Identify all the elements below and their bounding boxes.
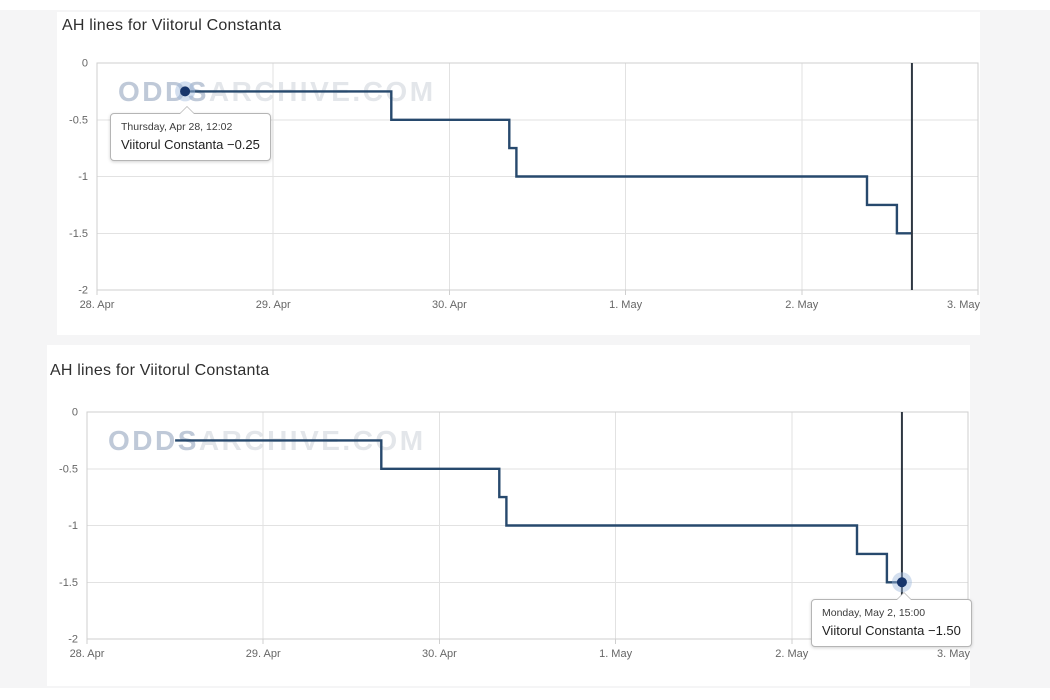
plot-area[interactable] [86, 411, 969, 640]
x-axis-label: 30. Apr [422, 648, 457, 660]
x-axis-label: 30. Apr [432, 299, 467, 311]
data-point-marker[interactable] [180, 86, 191, 97]
y-axis-label: -1.5 [59, 577, 78, 589]
y-axis-label: -0.5 [69, 114, 88, 126]
y-axis-label: 0 [72, 407, 78, 419]
chart-card-bottom: AH lines for Viitorul Constanta ODDSARCH… [47, 345, 972, 686]
x-axis-label: 2. May [785, 299, 819, 311]
tooltip-timestamp: Monday, May 2, 15:00 [822, 607, 926, 619]
ah-line-chart: 28. Apr 29. Apr 30. Apr 1. May 2. May 3. May 0… [69, 58, 980, 312]
x-axis-label: 3. May [937, 648, 970, 660]
x-axis-label: 1. May [599, 648, 633, 660]
x-axis-label: 28. Apr [70, 648, 105, 660]
ah-line-chart: 28. Apr 29. Apr 30. Apr 1. May 2. May 3. May 0… [59, 407, 970, 661]
ah-line-series[interactable] [175, 439, 902, 584]
tooltip-value: Viitorul Constanta −1.50 [822, 623, 961, 638]
y-axis-label: -1.5 [69, 228, 88, 240]
x-axis-label: 29. Apr [256, 299, 291, 311]
x-axis-label: 2. May [775, 648, 809, 660]
chart-tooltip: Monday, May 2, 15:00 Viitorul Constanta … [811, 592, 972, 647]
chart-title: AH lines for Viitorul Constanta [62, 17, 282, 34]
data-point-marker[interactable] [896, 577, 907, 588]
y-axis-label: -0.5 [59, 463, 78, 475]
y-axis-label: -2 [78, 285, 88, 297]
chart-card-top: AH lines for Viitorul Constanta ODDSARCH… [57, 12, 980, 335]
tooltip-value: Viitorul Constanta −0.25 [121, 137, 260, 152]
x-axis-label: 3. May [947, 299, 980, 311]
x-axis-label: 1. May [609, 299, 643, 311]
chart-tooltip: Thursday, Apr 28, 12:02 Viitorul Constan… [110, 106, 271, 161]
chart-title: AH lines for Viitorul Constanta [50, 362, 270, 379]
y-axis-label: -1 [68, 520, 78, 532]
x-axis-label: 29. Apr [246, 648, 281, 660]
y-axis-label: 0 [82, 58, 88, 70]
tooltip-timestamp: Thursday, Apr 28, 12:02 [121, 121, 233, 133]
plot-area[interactable] [96, 62, 979, 291]
y-axis-label: -1 [78, 171, 88, 183]
x-axis-label: 28. Apr [80, 299, 115, 311]
ah-line-series[interactable] [185, 90, 912, 235]
y-axis-label: -2 [68, 634, 78, 646]
